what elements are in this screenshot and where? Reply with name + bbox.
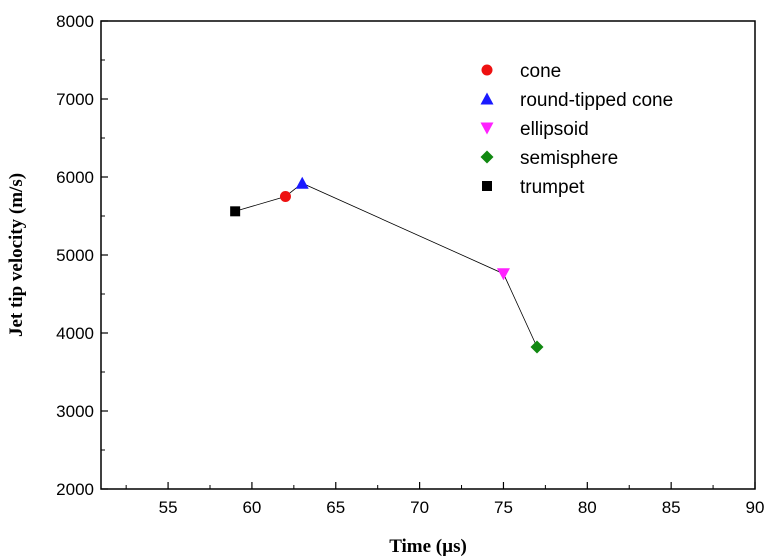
x-tick-label: 65 [326, 498, 345, 517]
y-tick-label: 3000 [56, 402, 94, 421]
x-tick-labels: 55 60 65 70 75 80 85 90 [159, 498, 765, 517]
y-tick-labels: 2000 3000 4000 5000 6000 7000 8000 [56, 12, 94, 499]
x-tick-label: 60 [242, 498, 261, 517]
y-tick-label: 8000 [56, 12, 94, 31]
legend-label-ellipsoid: ellipsoid [520, 119, 589, 140]
legend-marker-cone [481, 64, 493, 76]
y-tick-label: 7000 [56, 90, 94, 109]
x-tick-label: 90 [746, 498, 765, 517]
point-round-tipped-cone [295, 176, 309, 189]
y-tick-label: 2000 [56, 480, 94, 499]
y-tick-label: 4000 [56, 324, 94, 343]
x-tick-label: 80 [578, 498, 597, 517]
y-tick-label: 5000 [56, 246, 94, 265]
x-tick-label: 70 [410, 498, 429, 517]
legend-marker-trumpet [482, 181, 492, 191]
legend: cone round-tipped cone ellipsoid semisphere… [480, 61, 673, 198]
x-tick-label: 85 [662, 498, 681, 517]
x-tick-label: 75 [494, 498, 513, 517]
point-ellipsoid [496, 268, 510, 281]
point-cone [279, 191, 291, 202]
axis-ticks [101, 20, 756, 490]
y-axis-title: Jet tip velocity (m/s) [6, 173, 27, 337]
y-tick-label: 6000 [56, 168, 94, 187]
legend-label-round-tipped-cone: round-tipped cone [520, 90, 673, 111]
legend-marker-semisphere [480, 150, 494, 164]
legend-label-cone: cone [520, 61, 561, 82]
connecting-line [235, 182, 538, 348]
x-axis-title: Time (µs) [389, 536, 467, 557]
x-tick-label: 55 [159, 498, 178, 517]
legend-label-trumpet: trumpet [520, 177, 585, 198]
point-semisphere [530, 340, 544, 354]
legend-marker-round-tipped-cone [480, 92, 494, 105]
data-markers [230, 176, 544, 354]
legend-label-semisphere: semisphere [520, 148, 618, 169]
point-trumpet [230, 206, 241, 217]
legend-marker-ellipsoid [480, 122, 494, 135]
